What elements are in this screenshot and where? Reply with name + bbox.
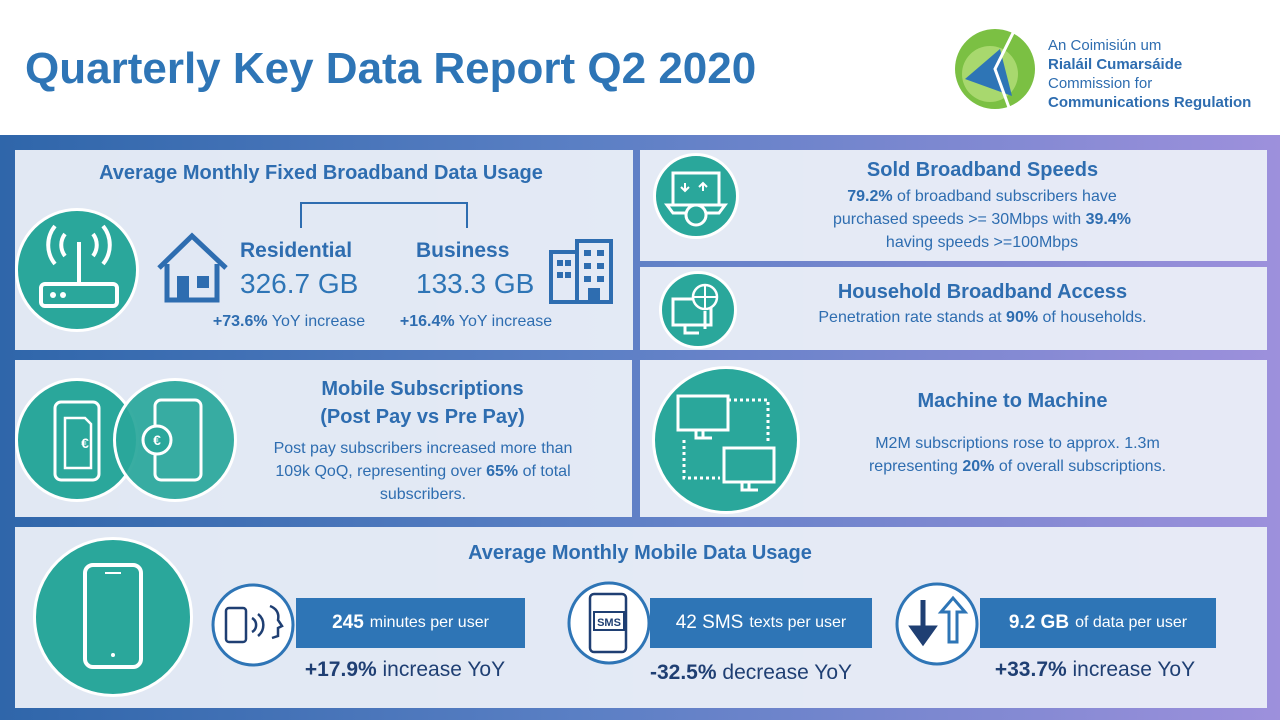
machines-icon [676, 394, 776, 492]
value: 133.3 GB [416, 268, 535, 299]
stat-change: +33.7% increase YoY [960, 658, 1230, 682]
text: Post pay subscribers increased more than… [273, 440, 573, 480]
globe-icon [671, 283, 719, 335]
logo-line: An Coimisiún um [1048, 37, 1162, 54]
text: M2M subscriptions rose to approx. 1.3m r… [868, 435, 1160, 475]
change: +16.4% YoY increase [377, 313, 575, 331]
stat-unit: of data per user [1075, 614, 1188, 631]
change-text: increase YoY [382, 658, 506, 681]
panel-title: Average Monthly Fixed Broadband Data Usa… [99, 162, 543, 184]
bracket [300, 202, 468, 228]
panel-text: Penetration rate stands at 90% of househ… [750, 306, 1215, 329]
stat-unit: minutes per user [369, 614, 489, 631]
panel-text: 79.2% of broadband subscribers have purc… [822, 185, 1142, 254]
text: Penetration rate stands at [818, 309, 1007, 326]
value: 326.7 GB [240, 268, 359, 299]
logo-line: Commission for [1048, 75, 1153, 92]
stat-value: 245 [332, 612, 364, 633]
panel-text: Post pay subscribers increased more than… [258, 437, 588, 506]
change: +73.6% YoY increase [190, 313, 388, 331]
stat-bar: 9.2 GB of data per user [980, 598, 1216, 648]
label: Business [416, 239, 510, 262]
panel [640, 267, 1267, 350]
highlight: 20% [962, 458, 995, 475]
text: of broadband subscribers have purchased … [833, 188, 1117, 228]
change-value: -32.5% [650, 661, 717, 684]
icon-circle [15, 208, 139, 332]
title-line: (Post Pay vs Pre Pay) [320, 406, 525, 428]
stat-bar: 42 SMS texts per user [650, 598, 872, 648]
stat-value: 9.2 GB [1008, 612, 1070, 633]
stat-bar: 245 minutes per user [296, 598, 525, 648]
change-text: decrease YoY [722, 661, 852, 684]
highlight: 39.4% [1085, 211, 1131, 228]
panel [640, 150, 1267, 261]
highlight: 90% [1006, 309, 1039, 326]
change-value: +73.6% [212, 313, 268, 330]
phones-icon: € € [53, 398, 203, 482]
panel-title: Mobile Subscriptions (Post Pay vs Pre Pay… [250, 375, 595, 431]
change-text: YoY increase [458, 313, 553, 330]
text: of overall subscriptions. [994, 458, 1167, 475]
sms-icon: SMS [567, 581, 651, 665]
highlight: 65% [486, 463, 519, 480]
title-line: Mobile Subscriptions [321, 378, 524, 400]
icon-symbol: € [81, 435, 89, 451]
highlight: 79.2% [847, 188, 893, 205]
text: of households. [1038, 309, 1147, 326]
call-icon [211, 583, 295, 667]
label: Residential [240, 239, 353, 262]
building-icon [549, 239, 613, 304]
panel-title: Average Monthly Mobile Data Usage [468, 542, 812, 564]
icon-symbol: € [153, 432, 161, 448]
panel-text: M2M subscriptions rose to approx. 1.3m r… [850, 432, 1185, 478]
change-text: YoY increase [271, 313, 366, 330]
change-value: +16.4% [399, 313, 455, 330]
page-title: Quarterly Key Data Report Q2 2020 [25, 44, 757, 93]
laptop-icon [664, 171, 728, 227]
text: of total subscribers. [379, 463, 571, 503]
change-value: +17.9% [304, 658, 377, 681]
data-icon [895, 582, 979, 666]
stat-change: +17.9% increase YoY [270, 658, 540, 682]
house-icon [157, 232, 228, 303]
logo-line: Communications Regulation [1048, 94, 1252, 111]
panel-title: Machine to Machine [917, 390, 1108, 412]
router-icon [39, 224, 119, 308]
stat-change: -32.5% decrease YoY [616, 661, 886, 685]
change-text: increase YoY [1072, 658, 1196, 681]
icon-circle [653, 153, 739, 239]
logo-line: Rialáil Cumarsáide [1048, 56, 1183, 73]
stat-unit: texts per user [749, 614, 847, 631]
panel-title: Household Broadband Access [837, 281, 1128, 303]
icon-text: SMS [597, 617, 621, 629]
logo-mark [955, 18, 1035, 125]
stat-value: 42 SMS [675, 612, 744, 633]
panel-title: Sold Broadband Speeds [866, 159, 1099, 181]
text: having speeds >=100Mbps [885, 234, 1079, 251]
phone-icon [83, 563, 143, 669]
icon-circle [652, 366, 800, 514]
change-value: +33.7% [994, 658, 1067, 681]
logo-text: An Coimisiún um Rialáil Cumarsáide Commi… [1048, 36, 1251, 112]
